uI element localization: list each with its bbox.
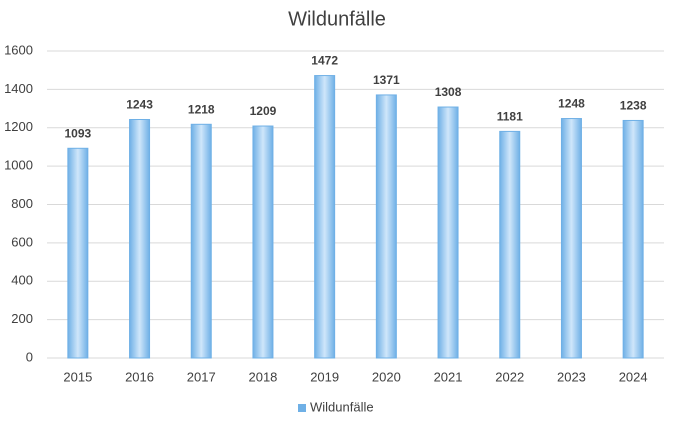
- x-tick-label: 2020: [372, 369, 401, 384]
- y-tick-label: 200: [11, 311, 33, 326]
- x-tick-label: 2019: [310, 369, 339, 384]
- data-label: 1218: [188, 102, 215, 116]
- x-tick-label: 2018: [248, 369, 277, 384]
- bar: [314, 75, 336, 359]
- y-tick-label: 800: [11, 196, 33, 211]
- bar: [67, 147, 89, 359]
- y-tick-label: 1600: [4, 42, 33, 57]
- data-label: 1248: [558, 97, 585, 111]
- x-tick-label: 2016: [125, 369, 154, 384]
- x-tick-label: 2017: [187, 369, 216, 384]
- y-tick-label: 1000: [4, 158, 33, 173]
- data-label: 1472: [311, 54, 338, 68]
- y-tick-label: 600: [11, 234, 33, 249]
- data-label: 1209: [250, 104, 277, 118]
- legend-swatch: [298, 404, 306, 412]
- y-tick-label: 1400: [4, 81, 33, 96]
- y-tick-label: 0: [26, 349, 33, 364]
- data-label: 1371: [373, 73, 400, 87]
- bar: [499, 130, 521, 359]
- y-tick-label: 1200: [4, 119, 33, 134]
- legend-label: Wildunfälle: [310, 399, 374, 414]
- x-tick-label: 2021: [434, 369, 463, 384]
- data-label: 1238: [620, 99, 647, 113]
- bar: [129, 118, 151, 359]
- x-tick-label: 2023: [557, 369, 586, 384]
- chart-title: Wildunfälle: [288, 8, 386, 30]
- bar: [375, 94, 397, 359]
- data-label: 1093: [64, 126, 91, 140]
- x-tick-label: 2015: [63, 369, 92, 384]
- bar: [622, 119, 644, 359]
- data-label: 1181: [497, 110, 523, 124]
- bar: [252, 125, 274, 359]
- y-tick-label: 400: [11, 273, 33, 288]
- bar: [437, 106, 459, 359]
- data-label: 1308: [435, 85, 462, 99]
- data-label: 1243: [126, 98, 153, 112]
- bar: [560, 118, 582, 359]
- bar: [190, 123, 212, 359]
- x-tick-label: 2024: [619, 369, 648, 384]
- x-tick-label: 2022: [495, 369, 524, 384]
